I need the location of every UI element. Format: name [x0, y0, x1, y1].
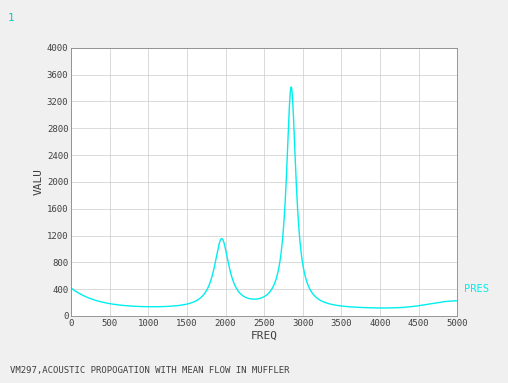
Text: 1: 1: [8, 13, 14, 23]
Text: VM297,ACOUSTIC PROPOGATION WITH MEAN FLOW IN MUFFLER: VM297,ACOUSTIC PROPOGATION WITH MEAN FLO…: [10, 367, 290, 375]
Y-axis label: VALU: VALU: [34, 169, 44, 195]
Text: PRES: PRES: [464, 284, 489, 294]
X-axis label: FREQ: FREQ: [250, 331, 278, 340]
